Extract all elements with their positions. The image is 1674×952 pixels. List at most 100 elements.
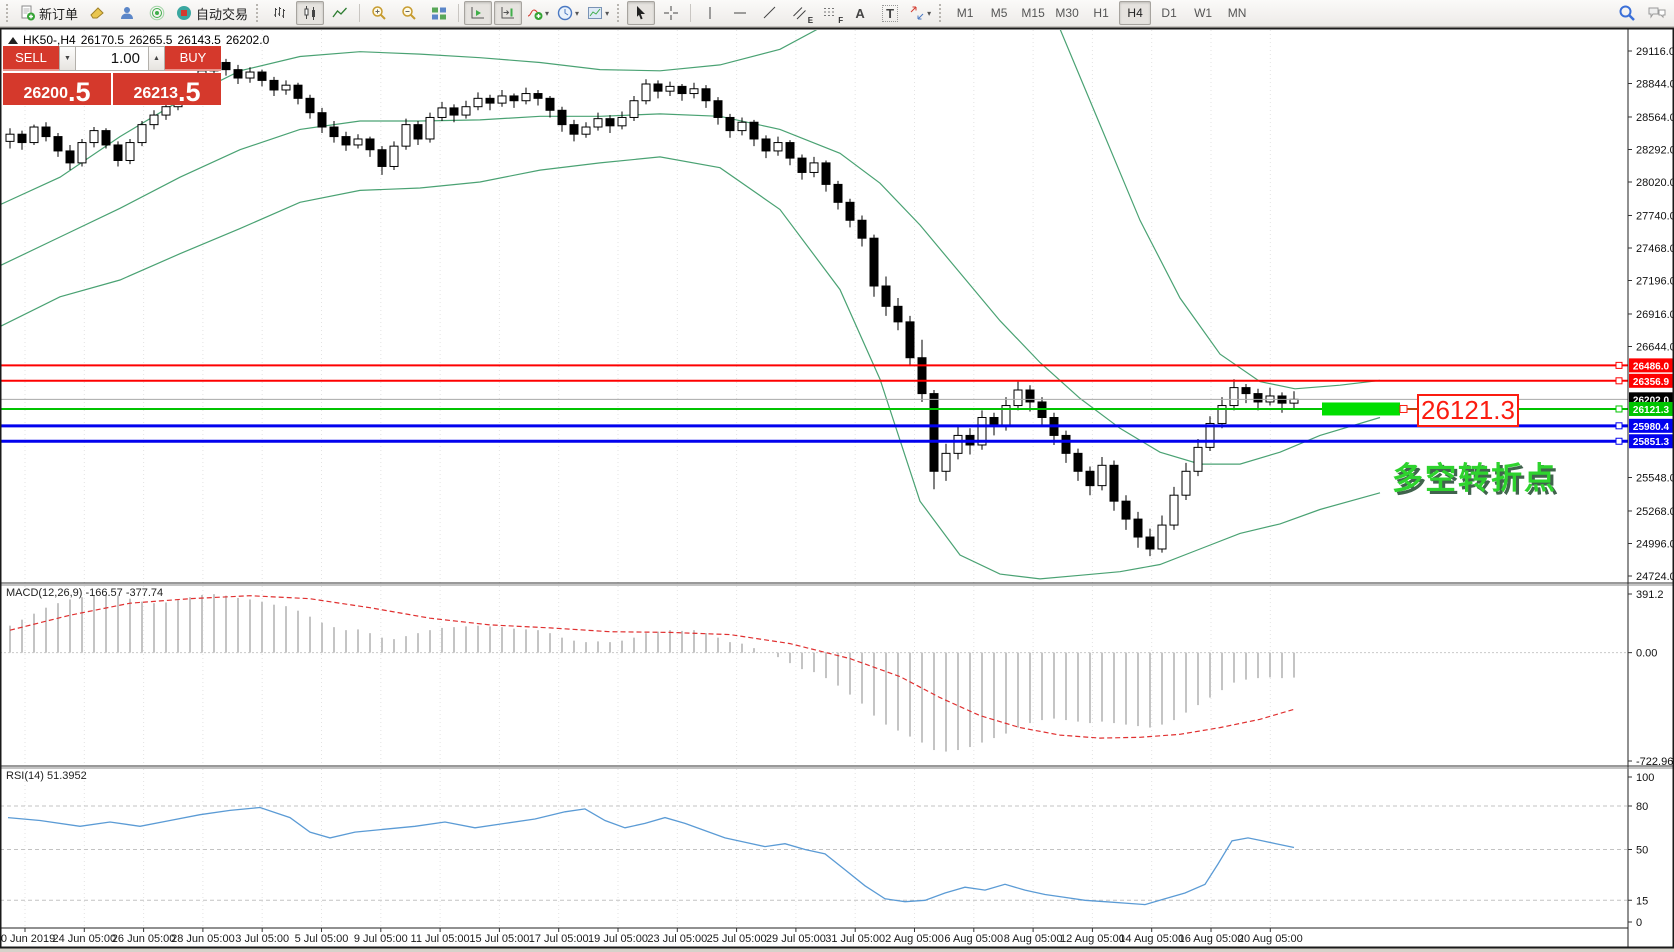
toolbar-grip (6, 4, 11, 22)
candle-body (5, 133, 15, 142)
buy-price[interactable]: 26213 .5 (113, 73, 221, 106)
candle-body (497, 95, 507, 104)
auto-scroll-button[interactable] (464, 1, 493, 25)
chart-close: 26202.0 (225, 33, 270, 47)
volume-increase-button[interactable] (148, 46, 165, 71)
candlestick-chart-button[interactable] (296, 1, 325, 25)
templates-button[interactable] (584, 1, 612, 25)
price-callout-box[interactable]: 26121.3 (1417, 394, 1519, 427)
candle-body (233, 69, 243, 79)
candle-body (1145, 536, 1155, 550)
level-handle[interactable] (1615, 405, 1623, 413)
bollinger-middle-line[interactable] (0, 113, 1381, 465)
sell-button[interactable]: SELL (3, 46, 59, 71)
candle-body (161, 106, 171, 116)
crosshair-button[interactable] (657, 1, 685, 25)
candle-body (761, 138, 771, 152)
vertical-line-button[interactable] (696, 1, 724, 25)
time-tick-label: 8 Aug 05:00 (1004, 933, 1063, 945)
candle-body (929, 393, 939, 472)
buy-price-major: 26213 (133, 85, 178, 102)
callout-anchor[interactable] (1399, 404, 1408, 413)
bollinger-lower-line[interactable] (0, 156, 1381, 580)
candle-body (689, 88, 699, 95)
candle-body (257, 71, 267, 81)
bar-chart-button[interactable] (266, 1, 294, 25)
candle-body (437, 107, 447, 118)
indicators-add-button[interactable] (524, 1, 552, 25)
search-button[interactable] (1613, 1, 1641, 25)
turning-point-annotation[interactable]: 多空转折点 (1392, 461, 1557, 496)
highlight-segment[interactable] (1322, 402, 1400, 416)
level-handle[interactable] (1615, 377, 1623, 385)
timeframe-m15[interactable]: M15 (1021, 6, 1045, 20)
zoom-in-button[interactable] (365, 1, 393, 25)
text-label-button[interactable]: T (876, 1, 904, 25)
new-order-button[interactable]: 新订单 (16, 1, 81, 25)
candle-body (641, 83, 651, 102)
price-tick-label: 25548.0 (1636, 473, 1674, 485)
candle-body (137, 124, 147, 144)
trend-line-button[interactable] (756, 1, 784, 25)
chat-button[interactable] (1643, 1, 1671, 25)
candle-body (893, 305, 903, 323)
volume-input[interactable] (76, 46, 148, 71)
timeframe-d1[interactable]: D1 (1161, 6, 1177, 20)
signal-button[interactable] (143, 1, 171, 25)
timeframe-w1[interactable]: W1 (1194, 6, 1213, 20)
candle-body (605, 118, 615, 127)
line-chart-button[interactable] (326, 1, 354, 25)
chat-icon (1648, 7, 1666, 19)
templates-icon (588, 7, 603, 19)
level-handle[interactable] (1615, 437, 1623, 445)
volume-decrease-button[interactable] (59, 46, 76, 71)
price-tick-label: 26644.0 (1636, 341, 1674, 353)
timeframe-mn[interactable]: MN (1227, 6, 1247, 20)
macd-tick-label: -722.96 (1636, 756, 1673, 768)
autotrade-button[interactable]: 自动交易 (173, 1, 251, 25)
collapse-panel-icon[interactable] (8, 36, 18, 44)
candle-body (785, 142, 795, 159)
profile-icon (121, 7, 134, 19)
equidistant-channel-button[interactable]: E (786, 1, 814, 25)
timeframe-m1[interactable]: M1 (956, 6, 974, 20)
time-tick-label: 14 Aug 05:00 (1119, 933, 1184, 945)
arrows-button[interactable] (906, 1, 934, 25)
axis-price-label-bg (1629, 418, 1674, 433)
time-tick-label: 12 Aug 05:00 (1060, 933, 1125, 945)
candle-body (1205, 422, 1215, 448)
timeframe-m5[interactable]: M5 (990, 6, 1008, 20)
candle-body (677, 85, 687, 95)
timeframe-h4[interactable]: H4 (1119, 1, 1152, 25)
level-handle[interactable] (1615, 422, 1623, 430)
profile-button[interactable] (113, 1, 141, 25)
price-tick-label: 28020.0 (1636, 177, 1674, 189)
horizontal-line-button[interactable] (726, 1, 754, 25)
candle-body (665, 85, 675, 92)
price-tick-label: 28292.0 (1636, 144, 1674, 156)
fibonacci-button[interactable]: F (816, 1, 844, 25)
chart-shift-button[interactable] (494, 1, 523, 25)
buy-button[interactable]: BUY (165, 46, 221, 71)
text-button[interactable]: A (846, 1, 874, 25)
candle-body (293, 84, 303, 99)
candle-body (1181, 470, 1191, 496)
candle-body (737, 121, 747, 132)
vertical-line-icon (709, 7, 711, 19)
cursor-button[interactable] (627, 1, 656, 25)
tile-windows-button[interactable] (425, 1, 453, 25)
candle-body (1013, 389, 1023, 407)
eraser-button[interactable] (83, 1, 111, 25)
timeframe-h1[interactable]: H1 (1093, 6, 1109, 20)
level-handle[interactable] (1615, 361, 1623, 369)
bollinger-upper-line[interactable] (0, 0, 1381, 390)
candle-body (593, 118, 603, 128)
price-axis[interactable]: 29116.0 28844.0 28564.0 28292.0 28020.0 27740… (1627, 29, 1674, 947)
timeframe-m30[interactable]: M30 (1055, 6, 1079, 20)
price-tick-label: 27196.0 (1636, 276, 1674, 288)
zoom-out-button[interactable] (395, 1, 423, 25)
sell-price[interactable]: 26200 .5 (3, 73, 111, 106)
periods-button[interactable] (554, 1, 582, 25)
